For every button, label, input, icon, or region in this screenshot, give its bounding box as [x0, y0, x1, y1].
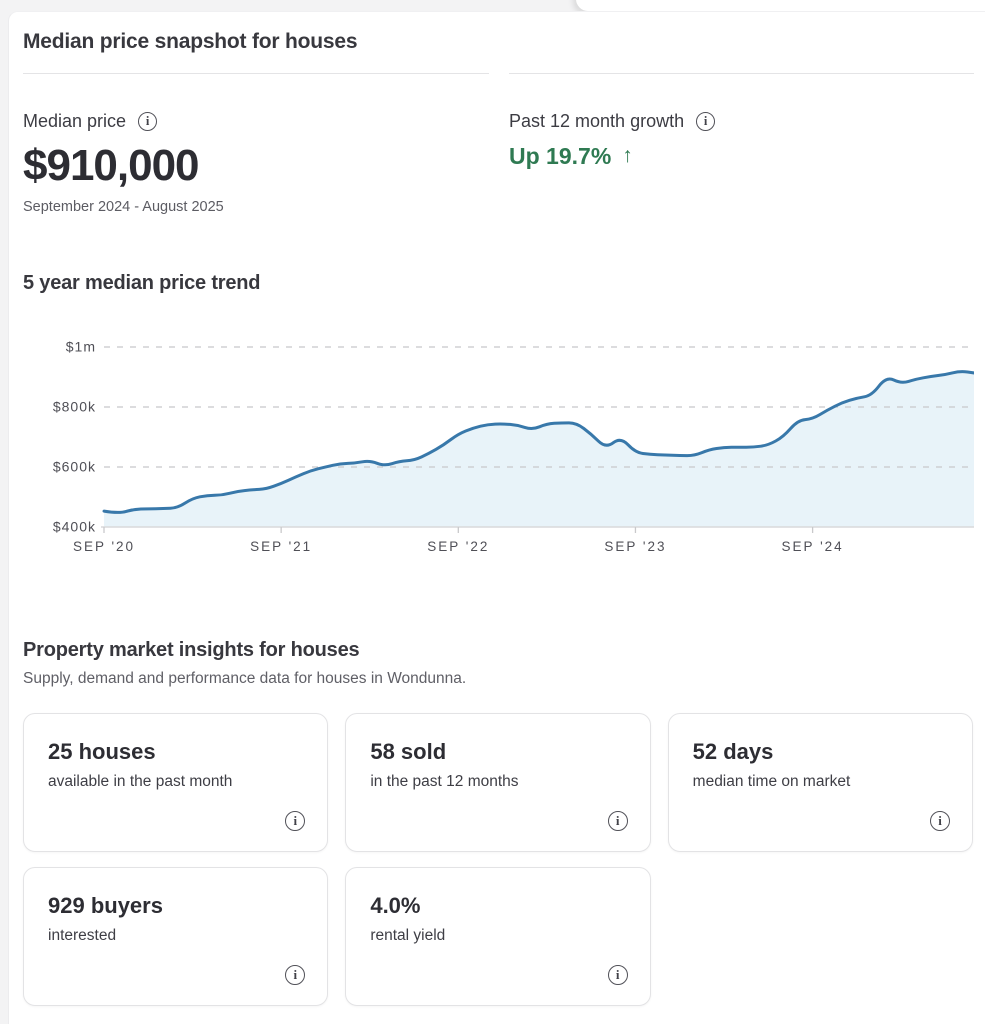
- card-value: 929 buyers: [48, 893, 163, 918]
- page-background-left: [0, 0, 8, 1024]
- growth-label: Past 12 month growth: [509, 111, 685, 131]
- y-axis-label: $600k: [53, 459, 96, 475]
- insight-card-rental-yield: 4.0% rental yield i: [345, 867, 651, 1006]
- card-label: in the past 12 months: [370, 773, 519, 790]
- median-price-period: September 2024 - August 2025: [23, 199, 224, 215]
- median-price-column: Median price i $910,000 September 2024 -…: [23, 73, 489, 217]
- insight-card-days-on-market: 52 days median time on market i: [667, 713, 973, 852]
- insights-title: Property market insights for houses: [23, 639, 360, 661]
- insight-card-available: 25 houses available in the past month i: [23, 713, 329, 852]
- median-price-value: $910,000: [23, 141, 200, 190]
- card-label: interested: [48, 927, 117, 944]
- snapshot-title: Median price snapshot for houses: [23, 30, 358, 53]
- y-axis-label: $400k: [53, 519, 96, 535]
- info-icon[interactable]: i: [607, 965, 628, 985]
- info-icon[interactable]: i: [607, 811, 628, 831]
- y-axis-label: $800k: [53, 399, 96, 415]
- info-icon[interactable]: i: [138, 111, 158, 131]
- info-icon[interactable]: i: [285, 965, 306, 985]
- growth-value: Up 19.7%: [509, 143, 612, 169]
- insight-cards: 25 houses available in the past month i …: [23, 713, 973, 1006]
- x-axis-label: SEP '21: [250, 539, 312, 554]
- card-label: available in the past month: [48, 773, 233, 790]
- median-price-label: Median price: [23, 111, 127, 131]
- card-value: 4.0%: [370, 893, 421, 918]
- x-axis-label: SEP '20: [73, 539, 135, 554]
- overlapping-card-edge: [576, 0, 985, 11]
- up-arrow-icon: ↑: [622, 144, 633, 167]
- card-value: 25 houses: [48, 739, 156, 764]
- x-axis-label: SEP '22: [427, 539, 489, 554]
- info-icon[interactable]: i: [285, 811, 306, 831]
- x-axis-label: SEP '24: [782, 539, 844, 554]
- trend-chart: $1m $800k $600k $400k SEP '20 SEP '21 SEP '22 S…: [53, 339, 974, 554]
- x-axis-label: SEP '23: [604, 539, 666, 554]
- insight-card-sold: 58 sold in the past 12 months i: [345, 713, 651, 852]
- growth-column: Past 12 month growth i Up 19.7% ↑: [509, 73, 974, 217]
- trend-title: 5 year median price trend: [23, 272, 261, 294]
- card-value: 58 sold: [370, 739, 447, 764]
- trend-area: [104, 371, 974, 527]
- trend-line: [102, 370, 974, 514]
- card-label: rental yield: [370, 927, 446, 944]
- market-data-panel: Median price snapshot for houses Median …: [8, 11, 985, 1024]
- card-label: median time on market: [692, 773, 851, 790]
- insights-subtitle: Supply, demand and performance data for …: [23, 670, 467, 687]
- page-background-top: [0, 0, 578, 11]
- card-value: 52 days: [692, 739, 774, 764]
- info-icon[interactable]: i: [696, 111, 716, 131]
- snapshot-columns: Median price i $910,000 September 2024 -…: [23, 73, 974, 217]
- info-icon[interactable]: i: [930, 811, 950, 831]
- y-axis-label: $1m: [66, 339, 96, 355]
- insight-card-buyers: 929 buyers interested i: [23, 867, 329, 1006]
